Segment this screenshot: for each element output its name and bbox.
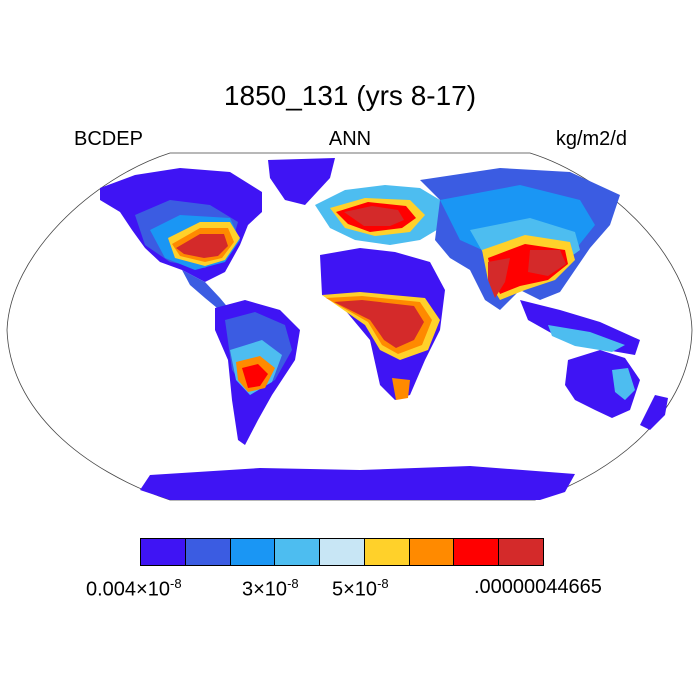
map-title: 1850_131 (yrs 8-17) (223, 80, 477, 111)
colorbar-label-max: .00000044665 (474, 576, 602, 598)
asia-core-china (528, 250, 566, 276)
colorbar-swatch (185, 539, 231, 565)
colorbar-label-3e-8: 3×10-8 (242, 576, 299, 601)
units-label: kg/m2/d (555, 128, 627, 150)
asia-core-india (488, 258, 510, 298)
colorbar-swatch (454, 539, 500, 565)
europe-core (344, 206, 404, 226)
season-label: ANN (328, 128, 372, 150)
colorbar-swatch (141, 539, 186, 565)
landmass-australia (565, 350, 640, 418)
colorbar-swatch (230, 539, 276, 565)
africa-south (392, 378, 410, 400)
north-america-core (176, 234, 228, 258)
colorbar-swatch (275, 539, 321, 565)
australia-light (612, 368, 635, 400)
colorbar-swatch (364, 539, 410, 565)
landmass-new-zealand (640, 395, 668, 430)
africa-core (334, 300, 424, 348)
colorbar (140, 538, 544, 566)
colorbar-swatch (409, 539, 455, 565)
landmass-greenland (268, 158, 335, 205)
colorbar-label-min: 0.004×10-8 (86, 576, 182, 601)
landmass-antarctica (140, 466, 575, 500)
colorbar-label-5e-8: 5×10-8 (332, 576, 389, 601)
colorbar-swatch (320, 539, 365, 565)
landmass-central-america (182, 270, 230, 312)
variable-label: BCDEP (74, 128, 143, 150)
south-america-core (242, 364, 268, 388)
colorbar-swatch (499, 539, 544, 565)
indonesia-light (548, 325, 625, 352)
